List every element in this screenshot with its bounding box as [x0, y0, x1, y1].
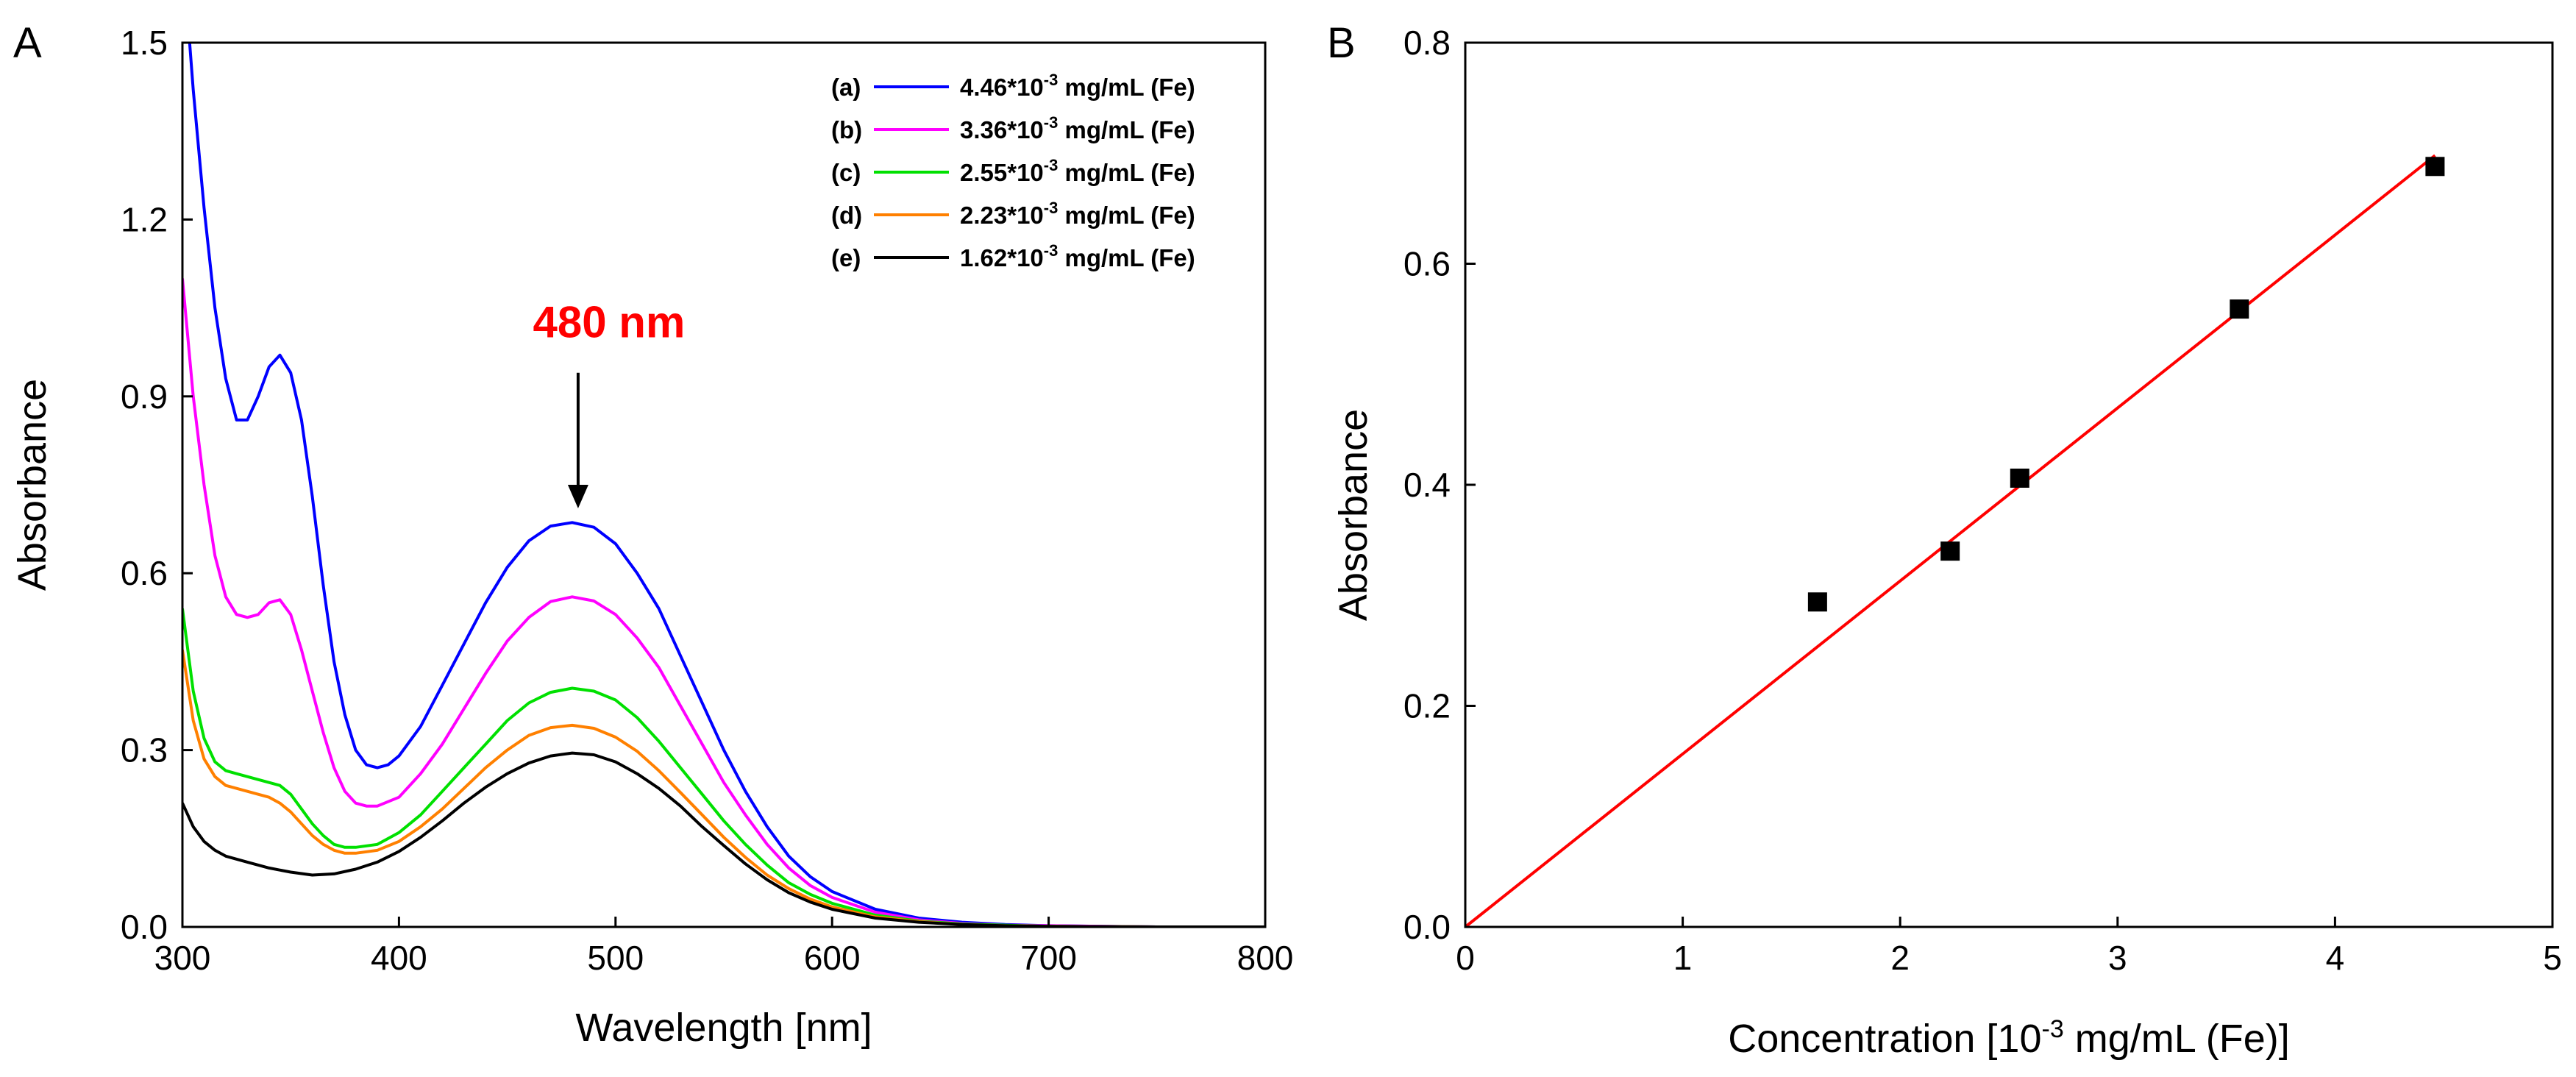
series-line-a	[188, 43, 1265, 927]
y-tick-label: 0.0	[1403, 908, 1451, 946]
series-line-d	[182, 650, 1265, 927]
legend-label-a: 4.46*10-3 mg/mL (Fe)	[960, 71, 1195, 101]
panel-a-y-axis-title: Absorbance	[10, 379, 54, 591]
data-point	[2425, 157, 2445, 177]
data-point	[1807, 592, 1827, 612]
series-line-b	[182, 278, 1265, 927]
x-tick-label: 0	[1456, 939, 1475, 977]
panel-b-ticks: 0 1 2 3 4 5 0.0 0.2 0.4 0.6 0.8	[1403, 24, 2562, 977]
data-point	[2010, 468, 2029, 488]
x-tick-label: 2	[1890, 939, 1910, 977]
legend-label-e: 1.62*10-3 mg/mL (Fe)	[960, 241, 1195, 271]
series-line-c	[182, 608, 1265, 927]
x-tick-label: 600	[804, 939, 861, 977]
legend-label-b: 3.36*10-3 mg/mL (Fe)	[960, 113, 1195, 143]
panel-a-ticks: 300 400 500 600 700 800 0.0 0.3 0.6 0.9 1.2 1.5	[121, 24, 1293, 977]
panel-b-x-title-exponent: -3	[2042, 1015, 2064, 1043]
x-tick-label: 500	[587, 939, 644, 977]
legend-label-c: 2.55*10-3 mg/mL (Fe)	[960, 156, 1195, 186]
y-tick-label: 1.2	[121, 200, 168, 238]
series-line-e	[182, 751, 1265, 927]
peak-label-480nm: 480 nm	[533, 298, 686, 347]
data-point	[2230, 299, 2249, 319]
y-tick-label: 0.3	[121, 731, 168, 769]
x-tick-label: 4	[2326, 939, 2345, 977]
y-tick-label: 1.5	[121, 24, 168, 62]
panel-b-series-group	[1464, 154, 2445, 928]
x-tick-label: 5	[2543, 939, 2562, 977]
peak-arrow-head	[567, 485, 588, 509]
legend-tag-a: (a)	[831, 74, 861, 101]
y-tick-label: 0.9	[121, 377, 168, 416]
y-tick-label: 0.6	[1403, 245, 1451, 283]
legend-tag-e: (e)	[831, 244, 861, 271]
panel-b-x-title-tail: mg/mL (Fe)]	[2064, 1017, 2290, 1061]
legend-label-d: 2.23*10-3 mg/mL (Fe)	[960, 199, 1195, 229]
data-point	[1940, 541, 1960, 561]
panel-b-x-axis-title: Concentration [10-3 mg/mL (Fe)]	[1728, 1015, 2290, 1061]
x-tick-label: 700	[1020, 939, 1077, 977]
panel-a-plot-frame	[181, 41, 1267, 928]
y-tick-label: 0.4	[1403, 466, 1451, 504]
x-tick-label: 3	[2108, 939, 2127, 977]
legend-tag-c: (c)	[831, 159, 861, 186]
y-tick-label: 0.6	[121, 554, 168, 592]
panel-b-y-axis-title: Absorbance	[1331, 409, 1376, 621]
x-tick-label: 400	[371, 939, 427, 977]
panel-a-letter: A	[13, 19, 42, 67]
panel-b-letter: B	[1327, 19, 1356, 67]
x-tick-label: 1	[1673, 939, 1693, 977]
peak-annotation: 480 nm	[533, 298, 686, 509]
legend-tag-d: (d)	[831, 202, 862, 229]
y-tick-label: 0.0	[121, 908, 168, 946]
panel-b-x-title-main: Concentration [10	[1728, 1017, 2041, 1061]
panel-a-legend: (a) 4.46*10-3 mg/mL (Fe) (b) 3.36*10-3 mg/m…	[831, 71, 1195, 271]
panel-a-x-axis-title: Wavelength [nm]	[575, 1006, 872, 1050]
y-tick-label: 0.2	[1403, 687, 1451, 725]
x-tick-label: 800	[1237, 939, 1294, 977]
panel-a: A 300 400 500 600 700 800 0.0 0.3 0.6 0.9 1.2 1.5 W…	[10, 19, 1293, 1050]
panel-b: B 0 1 2 3 4 5 0.0 0.2 0.4 0.6 0.8 Concentration [1…	[1327, 19, 2562, 1061]
panel-a-series-group	[182, 43, 1265, 927]
legend-tag-b: (b)	[831, 116, 862, 143]
y-tick-label: 0.8	[1403, 24, 1451, 62]
fit-line	[1464, 154, 2436, 928]
x-tick-label: 300	[154, 939, 211, 977]
